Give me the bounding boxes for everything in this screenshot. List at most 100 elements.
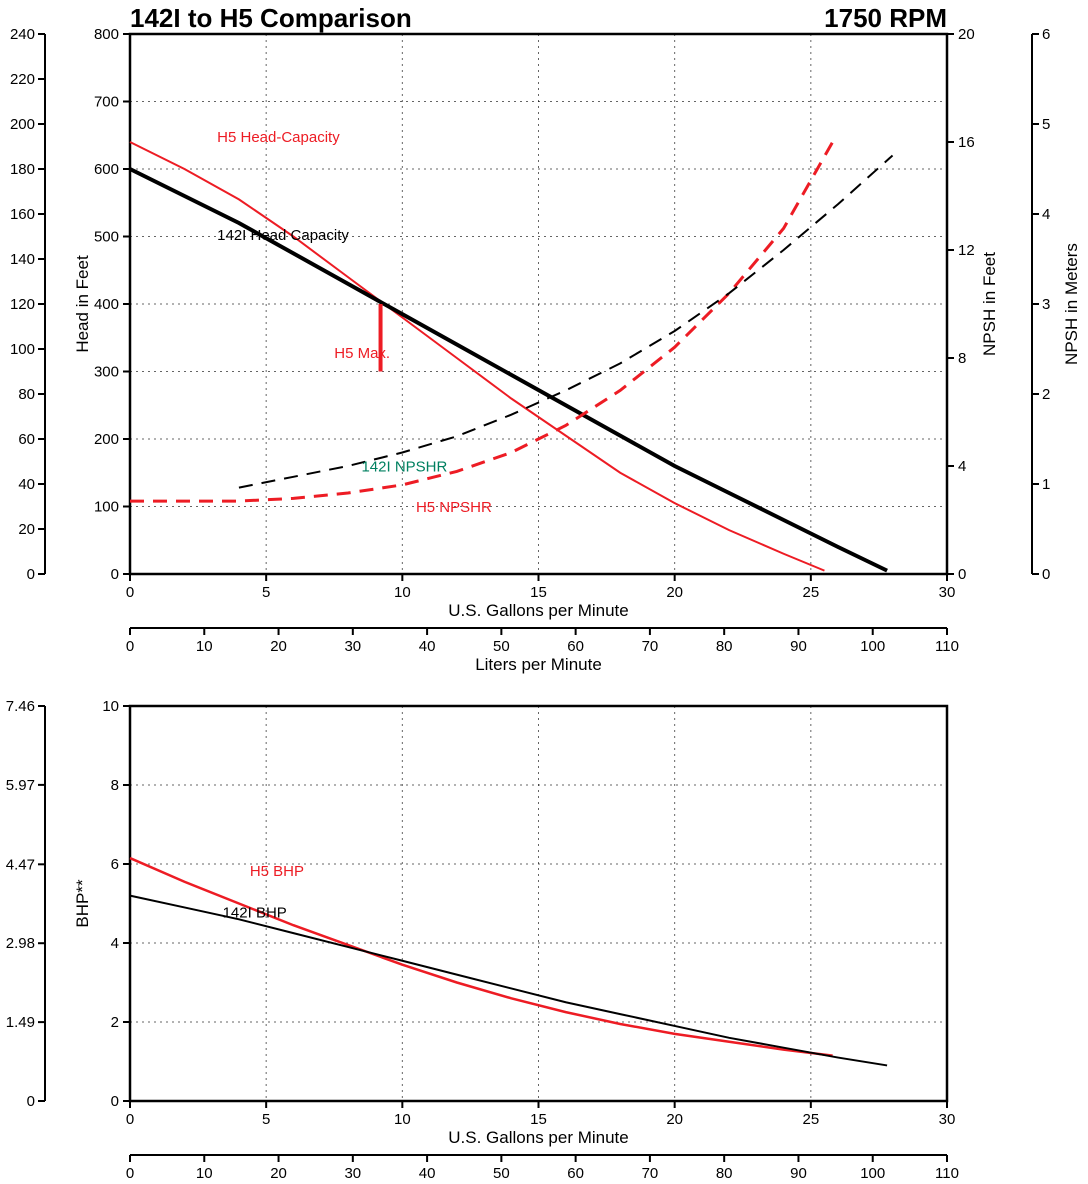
svg-text:70: 70	[642, 1165, 659, 1182]
svg-text:20: 20	[270, 1165, 287, 1182]
svg-text:Head in Feet: Head in Feet	[73, 255, 92, 353]
svg-text:142I BHP: 142I BHP	[223, 904, 287, 921]
svg-text:300: 300	[94, 364, 119, 381]
svg-text:8: 8	[111, 777, 119, 794]
svg-text:10: 10	[196, 1165, 213, 1182]
svg-text:3: 3	[1042, 296, 1050, 313]
svg-text:400: 400	[94, 296, 119, 313]
svg-text:10: 10	[394, 584, 411, 601]
svg-text:10: 10	[196, 638, 213, 655]
svg-text:25: 25	[802, 584, 819, 601]
svg-text:500: 500	[94, 229, 119, 246]
svg-text:120: 120	[10, 296, 35, 313]
svg-text:100: 100	[10, 341, 35, 358]
svg-text:5: 5	[262, 1111, 270, 1128]
svg-text:100: 100	[860, 638, 885, 655]
svg-text:2: 2	[111, 1014, 119, 1031]
svg-text:4: 4	[1042, 206, 1050, 223]
svg-text:20: 20	[270, 638, 287, 655]
svg-text:200: 200	[94, 431, 119, 448]
svg-text:50: 50	[493, 1165, 510, 1182]
svg-text:8: 8	[958, 350, 966, 367]
svg-text:0: 0	[126, 638, 134, 655]
svg-text:20: 20	[666, 1111, 683, 1128]
svg-text:U.S. Gallons per Minute: U.S. Gallons per Minute	[448, 1128, 628, 1147]
svg-text:50: 50	[493, 638, 510, 655]
svg-text:0: 0	[126, 584, 134, 601]
svg-text:5.97: 5.97	[6, 777, 35, 794]
svg-text:60: 60	[567, 638, 584, 655]
svg-text:16: 16	[958, 134, 975, 151]
svg-text:800: 800	[94, 26, 119, 43]
svg-text:60: 60	[18, 431, 35, 448]
svg-text:600: 600	[94, 161, 119, 178]
svg-text:240: 240	[10, 26, 35, 43]
svg-text:1.49: 1.49	[6, 1014, 35, 1031]
svg-text:6: 6	[111, 856, 119, 873]
svg-text:30: 30	[939, 1111, 956, 1128]
svg-text:142I Head Capacity: 142I Head Capacity	[217, 227, 349, 244]
svg-text:70: 70	[642, 638, 659, 655]
svg-text:30: 30	[344, 1165, 361, 1182]
svg-text:12: 12	[958, 242, 975, 259]
svg-text:142I to H5 Comparison: 142I to H5 Comparison	[130, 3, 412, 33]
svg-text:4: 4	[111, 935, 119, 952]
svg-text:2: 2	[1042, 386, 1050, 403]
svg-text:40: 40	[419, 638, 436, 655]
svg-text:4: 4	[958, 458, 966, 475]
svg-text:0: 0	[126, 1165, 134, 1182]
svg-text:15: 15	[530, 1111, 547, 1128]
svg-text:NPSH in Feet: NPSH in Feet	[980, 252, 999, 356]
svg-text:H5 Head-Capacity: H5 Head-Capacity	[217, 129, 340, 146]
svg-text:80: 80	[716, 1165, 733, 1182]
svg-text:5: 5	[262, 584, 270, 601]
svg-text:40: 40	[18, 476, 35, 493]
svg-text:142I NPSHR: 142I NPSHR	[361, 458, 447, 475]
svg-text:H5 BHP: H5 BHP	[250, 863, 304, 880]
svg-text:0: 0	[958, 566, 966, 583]
svg-text:25: 25	[802, 1111, 819, 1128]
svg-text:700: 700	[94, 94, 119, 111]
svg-text:1750 RPM: 1750 RPM	[824, 3, 947, 33]
svg-text:2.98: 2.98	[6, 935, 35, 952]
svg-text:U.S. Gallons per Minute: U.S. Gallons per Minute	[448, 601, 628, 620]
svg-text:110: 110	[935, 638, 959, 655]
svg-text:15: 15	[530, 584, 547, 601]
svg-text:60: 60	[567, 1165, 584, 1182]
svg-text:180: 180	[10, 161, 35, 178]
svg-text:BHP**: BHP**	[73, 879, 92, 928]
svg-text:0: 0	[1042, 566, 1050, 583]
svg-text:0: 0	[111, 566, 119, 583]
pump-comparison-chart: 142I to H5 Comparison1750 RPM01002003004…	[0, 0, 1088, 1184]
svg-text:80: 80	[716, 638, 733, 655]
svg-text:160: 160	[10, 206, 35, 223]
svg-text:20: 20	[666, 584, 683, 601]
svg-text:80: 80	[18, 386, 35, 403]
svg-text:0: 0	[27, 1093, 35, 1110]
svg-text:H5 NPSHR: H5 NPSHR	[416, 499, 492, 516]
svg-text:NPSH in Meters: NPSH in Meters	[1062, 243, 1081, 365]
svg-text:110: 110	[935, 1165, 959, 1182]
svg-text:7.46: 7.46	[6, 698, 35, 715]
svg-text:6: 6	[1042, 26, 1050, 43]
svg-text:1: 1	[1042, 476, 1050, 493]
svg-text:100: 100	[94, 499, 119, 516]
svg-text:90: 90	[790, 638, 807, 655]
svg-text:20: 20	[18, 521, 35, 538]
svg-text:5: 5	[1042, 116, 1050, 133]
svg-text:20: 20	[958, 26, 975, 43]
svg-text:10: 10	[102, 698, 119, 715]
svg-text:90: 90	[790, 1165, 807, 1182]
svg-text:0: 0	[126, 1111, 134, 1128]
svg-text:40: 40	[419, 1165, 436, 1182]
svg-text:140: 140	[10, 251, 35, 268]
svg-text:4.47: 4.47	[6, 856, 35, 873]
svg-text:0: 0	[111, 1093, 119, 1110]
svg-text:Liters per Minute: Liters per Minute	[475, 655, 602, 674]
svg-text:30: 30	[344, 638, 361, 655]
svg-text:220: 220	[10, 71, 35, 88]
svg-text:10: 10	[394, 1111, 411, 1128]
svg-text:200: 200	[10, 116, 35, 133]
svg-text:100: 100	[860, 1165, 885, 1182]
svg-text:30: 30	[939, 584, 956, 601]
